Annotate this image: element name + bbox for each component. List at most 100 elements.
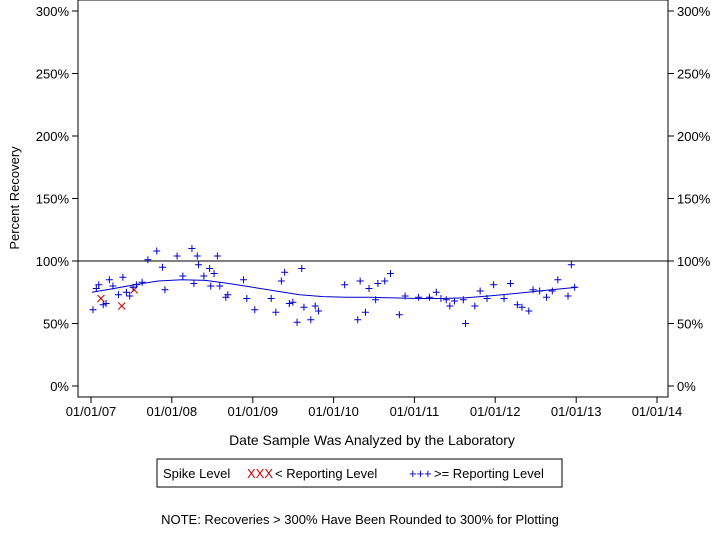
- point-above-reporting: [341, 281, 349, 289]
- point-above-reporting: [95, 281, 103, 289]
- y-tick-label-right: 0%: [677, 379, 696, 394]
- point-above-reporting: [372, 296, 380, 304]
- point-above-reporting: [89, 306, 97, 314]
- x-tick-label: 01/01/11: [390, 404, 440, 419]
- legend-box: [156, 458, 563, 488]
- marker-stroke: [117, 302, 126, 310]
- point-above-reporting: [536, 287, 544, 295]
- point-above-reporting: [450, 297, 458, 305]
- point-above-reporting: [381, 277, 389, 285]
- y-tick-label-left: 50%: [43, 317, 69, 332]
- x-tick-label: 01/01/13: [551, 404, 602, 419]
- y-tick-label-right: 150%: [677, 192, 711, 207]
- trend-line: [91, 279, 578, 299]
- point-above-reporting: [190, 280, 198, 287]
- point-above-reporting: [543, 293, 551, 301]
- point-above-reporting: [122, 288, 130, 296]
- point-above-reporting: [173, 252, 181, 260]
- point-above-reporting: [243, 295, 251, 302]
- plot-area: [77, 0, 669, 398]
- point-above-reporting: [471, 302, 479, 310]
- point-above-reporting: [425, 293, 433, 301]
- point-above-reporting: [374, 280, 382, 287]
- point-above-reporting: [206, 265, 214, 272]
- point-above-reporting: [513, 301, 521, 309]
- point-above-reporting: [554, 276, 562, 284]
- legend-title: Spike Level: [163, 466, 230, 481]
- point-above-reporting: [216, 282, 224, 290]
- point-above-reporting: [251, 306, 259, 314]
- point-above-reporting: [506, 280, 514, 287]
- point-above-reporting: [564, 292, 572, 300]
- point-above-reporting: [161, 286, 169, 294]
- y-tick-label-left: 250%: [36, 67, 70, 82]
- point-above-reporting: [462, 320, 470, 327]
- point-above-reporting: [240, 276, 248, 284]
- x-tick-label: 01/01/08: [146, 404, 197, 419]
- point-above-reporting: [459, 296, 467, 304]
- point-above-reporting: [311, 302, 319, 310]
- point-above-reporting: [293, 318, 301, 326]
- point-below-reporting: [117, 302, 126, 310]
- point-above-reporting: [102, 300, 110, 307]
- x-tick-label: 01/01/10: [308, 404, 359, 419]
- point-above-reporting: [224, 291, 232, 299]
- point-above-reporting: [525, 307, 533, 315]
- y-tick-label-left: 200%: [36, 129, 70, 144]
- point-above-reporting: [401, 292, 409, 300]
- x-axis: 01/01/07 01/01/08 01/01/09 01/01/10 01/01/11…: [66, 397, 683, 419]
- point-above-reporting: [272, 308, 280, 316]
- y-tick-label-right: 200%: [677, 129, 711, 144]
- point-above-reporting: [395, 311, 403, 319]
- point-above-reporting: [126, 292, 134, 300]
- point-above-reporting: [548, 287, 556, 295]
- point-below-reporting: [97, 294, 105, 303]
- y-tick-label-right: 100%: [677, 254, 711, 269]
- y-tick-label-left: 0%: [50, 379, 69, 394]
- y-axis-right: 0% 50% 100% 150% 200% 250% 300%: [668, 4, 711, 394]
- point-above-reporting: [437, 295, 445, 302]
- legend: Spike Level XXX < Reporting Level +++ >=…: [156, 458, 563, 488]
- point-above-reporting: [483, 295, 491, 302]
- point-above-reporting: [109, 282, 117, 290]
- point-above-reporting: [132, 281, 140, 289]
- point-above-reporting: [281, 268, 289, 276]
- point-above-reporting: [188, 245, 196, 252]
- point-above-reporting: [158, 263, 166, 271]
- point-above-reporting: [200, 272, 208, 280]
- point-above-reporting: [386, 270, 394, 277]
- point-above-reporting: [571, 283, 579, 291]
- point-above-reporting: [119, 273, 127, 281]
- point-above-reporting: [567, 261, 575, 269]
- data-points: [89, 245, 579, 327]
- y-tick-label-right: 50%: [677, 317, 703, 332]
- legend-below-marker: XXX: [247, 466, 273, 481]
- point-above-reporting: [476, 287, 484, 295]
- point-above-reporting: [195, 261, 203, 269]
- point-above-reporting: [300, 303, 308, 311]
- x-tick-label: 01/01/07: [66, 404, 117, 419]
- point-above-reporting: [213, 252, 221, 260]
- point-above-reporting: [500, 295, 508, 302]
- point-above-reporting: [193, 252, 201, 260]
- point-above-reporting: [356, 277, 364, 285]
- point-above-reporting: [277, 277, 285, 285]
- y-axis-title: Percent Recovery: [7, 146, 22, 250]
- legend-above-marker: +++: [409, 466, 432, 481]
- marker-stroke: [97, 294, 105, 303]
- point-above-reporting: [267, 295, 275, 302]
- point-above-reporting: [99, 301, 107, 309]
- footnote: NOTE: Recoveries > 300% Have Been Rounde…: [161, 512, 559, 527]
- legend-above-label: >= Reporting Level: [434, 466, 544, 481]
- point-above-reporting: [365, 285, 373, 292]
- point-above-reporting: [432, 288, 440, 296]
- y-axis-left: 0% 50% 100% 150% 200% 250% 300%: [36, 4, 78, 394]
- y-tick-label-left: 100%: [36, 254, 70, 269]
- point-above-reporting: [114, 291, 122, 299]
- point-above-reporting: [298, 265, 306, 272]
- point-above-reporting: [307, 316, 315, 324]
- point-above-reporting: [315, 307, 323, 315]
- x-tick-label: 01/01/14: [632, 404, 683, 419]
- point-above-reporting: [361, 308, 369, 316]
- point-above-reporting: [138, 278, 146, 286]
